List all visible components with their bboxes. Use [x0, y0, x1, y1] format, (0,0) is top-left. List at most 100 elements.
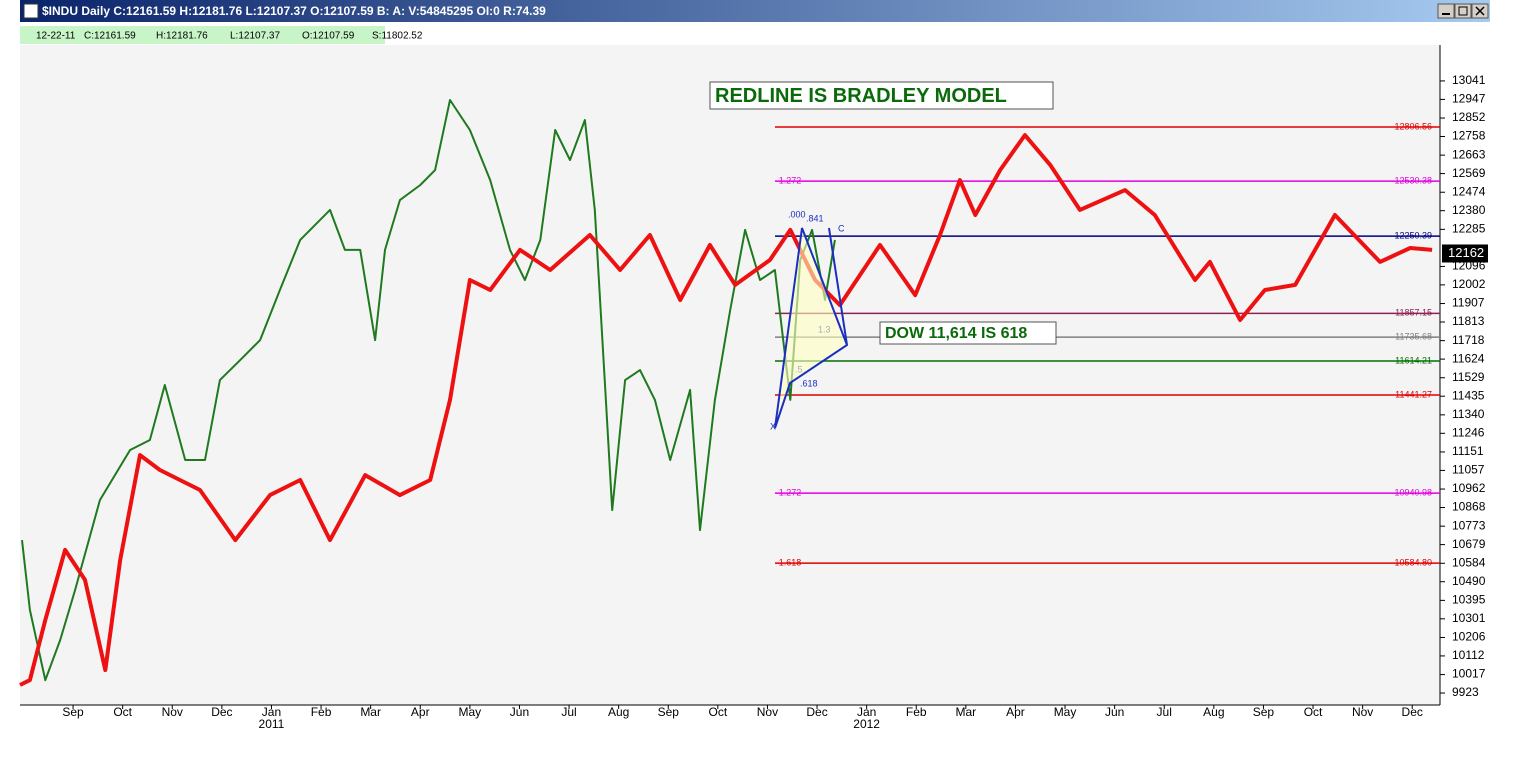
x-tick-label: Nov [162, 705, 183, 719]
y-tick-label: 11624 [1452, 351, 1485, 365]
plot-area [20, 45, 1440, 705]
x-tick-label: Feb [311, 705, 332, 719]
x-tick-label: Mar [956, 705, 977, 719]
y-tick-label: 10112 [1452, 648, 1485, 662]
y-tick-label: 12569 [1452, 166, 1486, 180]
y-tick-label: 13041 [1452, 73, 1486, 87]
x-tick-label: Oct [113, 705, 132, 719]
x-tick-label: Apr [1006, 705, 1025, 719]
y-tick-label: 12663 [1452, 147, 1486, 161]
x-tick-label: Dec [1402, 705, 1423, 719]
y-tick-label: 11057 [1452, 463, 1485, 477]
y-tick-label: 12852 [1452, 110, 1486, 124]
annotation-box [709, 81, 1054, 110]
year-label: 2012 [853, 717, 880, 731]
x-tick-label: Jan [857, 705, 876, 719]
level-label: 11614.21 [1395, 355, 1432, 365]
icon [1458, 6, 1468, 16]
x-tick-label: Jul [561, 705, 576, 719]
x-tick-label: Oct [1304, 705, 1323, 719]
level-ratio: 1.618 [779, 557, 802, 567]
minimize-button[interactable] [1437, 3, 1455, 19]
info-field: S:11802.52 [372, 31, 423, 42]
icon [1475, 6, 1485, 16]
x-tick-label: Nov [1352, 705, 1373, 719]
x-tick-label: Sep [1253, 705, 1275, 719]
x-tick-label: Dec [211, 705, 232, 719]
x-tick-label: Aug [608, 705, 629, 719]
x-tick-label: Jan [262, 705, 281, 719]
level-label: 10584.80 [1394, 557, 1432, 567]
x-tick-label: Mar [360, 705, 381, 719]
y-tick-label: 11813 [1452, 314, 1485, 328]
level-label: 12250.39 [1394, 231, 1432, 241]
level-label: 11441.27 [1395, 389, 1432, 399]
y-tick-label: 9923 [1452, 685, 1479, 699]
pattern-label: C [838, 223, 845, 233]
pattern-label: .618 [800, 378, 818, 388]
y-tick-label: 10679 [1452, 537, 1486, 551]
y-tick-label: 10490 [1452, 574, 1486, 588]
x-tick-label: Aug [1203, 705, 1224, 719]
pattern-label: X [770, 421, 776, 431]
info-field: H:12181.76 [156, 31, 208, 42]
annotation: REDLINE IS BRADLEY MODEL [715, 85, 1007, 107]
x-tick-label: Dec [806, 705, 827, 719]
level-ratio: 1.272 [779, 176, 802, 186]
level-label: 11857.15 [1395, 308, 1432, 318]
y-tick-label: 10395 [1452, 593, 1486, 607]
window-title: $INDU Daily C:12161.59 H:12181.76 L:1210… [42, 4, 546, 18]
y-tick-label: 12758 [1452, 129, 1486, 143]
y-tick-label: 10584 [1452, 555, 1486, 569]
y-tick-label: 12947 [1452, 92, 1486, 106]
y-tick-label: 12285 [1452, 222, 1486, 236]
price-tag [1442, 244, 1488, 263]
x-tick-label: Sep [62, 705, 84, 719]
x-tick-label: Jun [510, 705, 529, 719]
y-tick-label: 10773 [1452, 518, 1486, 532]
info-field: C:12161.59 [84, 31, 136, 42]
y-tick-label: 11718 [1452, 333, 1485, 347]
year-label: 2011 [259, 717, 285, 731]
info-field: O:12107.59 [302, 31, 355, 42]
y-tick-label: 11246 [1452, 425, 1485, 439]
level-label: 12530.38 [1394, 176, 1432, 186]
pattern-label: .841 [806, 213, 824, 223]
y-tick-label: 10868 [1452, 500, 1486, 514]
title-bar [20, 0, 1490, 22]
y-tick-label: 10962 [1452, 481, 1486, 495]
y-tick-label: 10017 [1452, 667, 1486, 681]
x-tick-label: Feb [906, 705, 927, 719]
app-icon [23, 3, 39, 19]
price-tag-label: 12162 [1448, 245, 1484, 260]
y-tick-label: 11529 [1452, 370, 1485, 384]
x-tick-label: May [1054, 705, 1077, 719]
y-tick-label: 12380 [1452, 203, 1486, 217]
maximize-button[interactable] [1454, 3, 1472, 19]
level-label: 11735.68 [1395, 332, 1432, 342]
y-tick-label: 10206 [1452, 630, 1486, 644]
y-tick-label: 11907 [1452, 296, 1485, 310]
level-label: 10940.98 [1394, 488, 1432, 498]
harmonic-pattern [774, 227, 849, 429]
y-tick-label: 11151 [1452, 444, 1484, 458]
annotation: DOW 11,614 IS 618 [885, 325, 1027, 342]
series-line [19, 133, 1433, 687]
info-field: 12-22-11 [36, 31, 76, 42]
y-tick-label: 10301 [1452, 611, 1486, 625]
info-bar [20, 26, 385, 44]
x-tick-label: Sep [658, 705, 680, 719]
annotation-box [879, 321, 1057, 345]
level-label: 12806.56 [1394, 121, 1432, 131]
chart: 9923 10017 10112 10206 10301 10395 10490 10584 1… [19, 73, 1488, 731]
y-tick-label: 11435 [1452, 388, 1485, 402]
x-tick-label: Jul [1157, 705, 1172, 719]
x-tick-label: May [459, 705, 482, 719]
x-tick-label: Oct [709, 705, 728, 719]
y-tick-label: 12002 [1452, 277, 1486, 291]
x-tick-label: Apr [411, 705, 430, 719]
info-field: L:12107.37 [230, 31, 280, 42]
x-tick-label: Nov [757, 705, 778, 719]
window-buttons [1437, 3, 1489, 19]
